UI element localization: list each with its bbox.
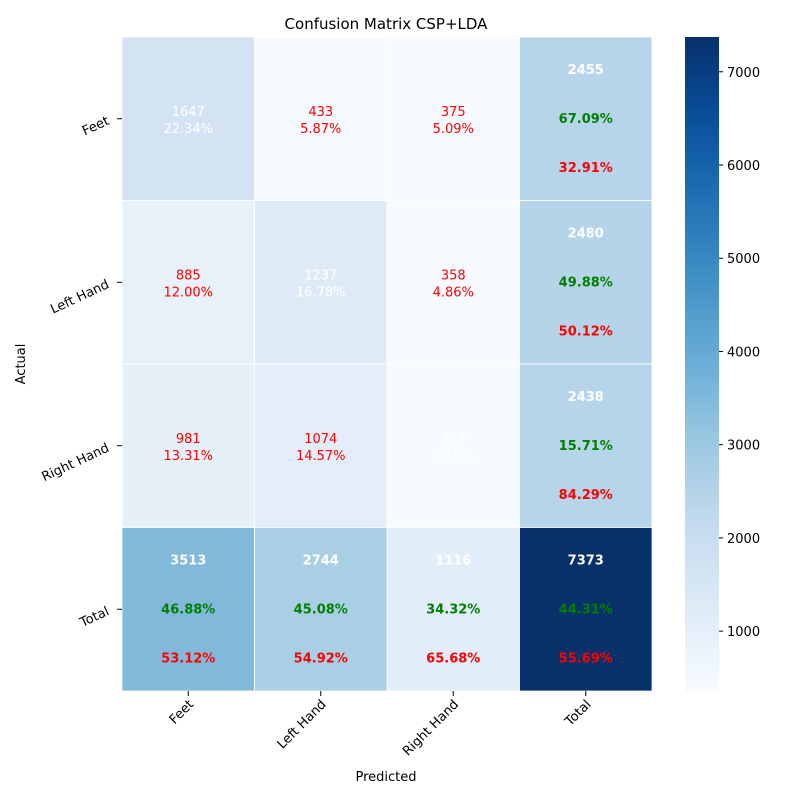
heatmap-cell <box>121 36 255 201</box>
total-correct-percent-label: 34.32% <box>426 603 480 618</box>
heatmap-cell <box>386 36 520 201</box>
total-wrong-percent-label: 50.12% <box>559 325 613 340</box>
heatmap-cell <box>254 363 388 528</box>
y-axis-label: Actual <box>14 344 29 385</box>
cell-count-label: 358 <box>441 268 466 283</box>
total-count-label: 2480 <box>568 227 604 242</box>
total-count-label: 2455 <box>568 63 604 78</box>
total-correct-percent-label: 15.71% <box>559 439 613 454</box>
cell-percent-label: 13.31% <box>163 449 213 464</box>
colorbar-gradient <box>685 37 719 691</box>
total-wrong-percent-label: 55.69% <box>559 652 613 667</box>
heatmap-cell <box>519 36 653 201</box>
y-tick-label: Feet <box>80 114 112 139</box>
y-tick-label: Right Hand <box>40 441 112 485</box>
colorbar-tick-label: 7000 <box>727 66 760 81</box>
cell-percent-label: 16.78% <box>296 285 346 300</box>
cell-count-label: 1647 <box>172 105 205 120</box>
cell-percent-label: 14.57% <box>296 449 346 464</box>
colorbar-tick-label: 5000 <box>727 252 760 267</box>
colorbar-tick-label: 6000 <box>727 159 760 174</box>
heatmap-cell <box>254 200 388 365</box>
cell-percent-label: 5.09% <box>433 122 474 137</box>
y-axis: Feet Left Hand Right Hand Total <box>40 114 122 631</box>
heatmap-cells <box>121 36 653 692</box>
cell-percent-label: 12.00% <box>163 285 213 300</box>
cell-percent-label: 4.86% <box>433 285 474 300</box>
heatmap-cell <box>519 527 653 692</box>
total-count-label: 1116 <box>435 554 471 569</box>
total-correct-percent-label: 46.88% <box>161 603 215 618</box>
x-tick-label: Feet <box>167 697 197 727</box>
y-tick-label: Total <box>77 604 112 631</box>
heatmap-cell <box>519 363 653 528</box>
total-wrong-percent-label: 53.12% <box>161 652 215 667</box>
total-count-label: 2744 <box>303 554 339 569</box>
x-tick-label: Right Hand <box>400 697 462 759</box>
total-wrong-percent-label: 54.92% <box>294 652 348 667</box>
heatmap-cell <box>386 527 520 692</box>
heatmap-cell <box>254 36 388 201</box>
cell-count-label: 1074 <box>304 432 337 447</box>
heatmap-cell <box>121 527 255 692</box>
total-correct-percent-label: 45.08% <box>294 603 348 618</box>
cell-count-label: 375 <box>441 105 466 120</box>
cell-count-label: 433 <box>308 105 333 120</box>
cell-percent-label: 5.19% <box>433 449 474 464</box>
chart-title: Confusion Matrix CSP+LDA <box>285 15 489 33</box>
colorbar-tick-label: 1000 <box>727 625 760 640</box>
colorbar-tick-label: 3000 <box>727 439 760 454</box>
total-correct-percent-label: 49.88% <box>559 276 613 291</box>
cell-count-label: 981 <box>176 432 201 447</box>
x-tick-label: Left Hand <box>275 697 330 752</box>
x-tick-label: Total <box>562 697 595 730</box>
heatmap-cell <box>386 200 520 365</box>
heatmap-cell <box>519 200 653 365</box>
y-tick-label: Left Hand <box>48 277 111 317</box>
total-correct-percent-label: 44.31% <box>559 603 613 618</box>
total-correct-percent-label: 67.09% <box>559 112 613 127</box>
colorbar-tick-label: 4000 <box>727 345 760 360</box>
cell-count-label: 885 <box>176 268 201 283</box>
total-wrong-percent-label: 84.29% <box>559 488 613 503</box>
cell-count-label: 1237 <box>304 268 337 283</box>
x-axis: Feet Left Hand Right Hand Total <box>167 691 595 759</box>
colorbar: 1000 2000 3000 4000 5000 6000 7000 <box>685 37 760 691</box>
colorbar-tick-label: 2000 <box>727 532 760 547</box>
heatmap-cell-labels: 1647 22.34% 433 5.87% 375 5.09% 885 12.00% 1237 1… <box>161 63 613 667</box>
x-axis-label: Predicted <box>355 770 416 785</box>
heatmap-cell <box>254 527 388 692</box>
total-count-label: 7373 <box>568 554 604 569</box>
total-wrong-percent-label: 65.68% <box>426 652 480 667</box>
cell-count-label: 383 <box>441 432 466 447</box>
heatmap-cell <box>121 200 255 365</box>
total-wrong-percent-label: 32.91% <box>559 161 613 176</box>
total-count-label: 3513 <box>170 554 206 569</box>
cell-percent-label: 5.87% <box>300 122 341 137</box>
cell-percent-label: 22.34% <box>163 122 213 137</box>
total-count-label: 2438 <box>568 390 604 405</box>
